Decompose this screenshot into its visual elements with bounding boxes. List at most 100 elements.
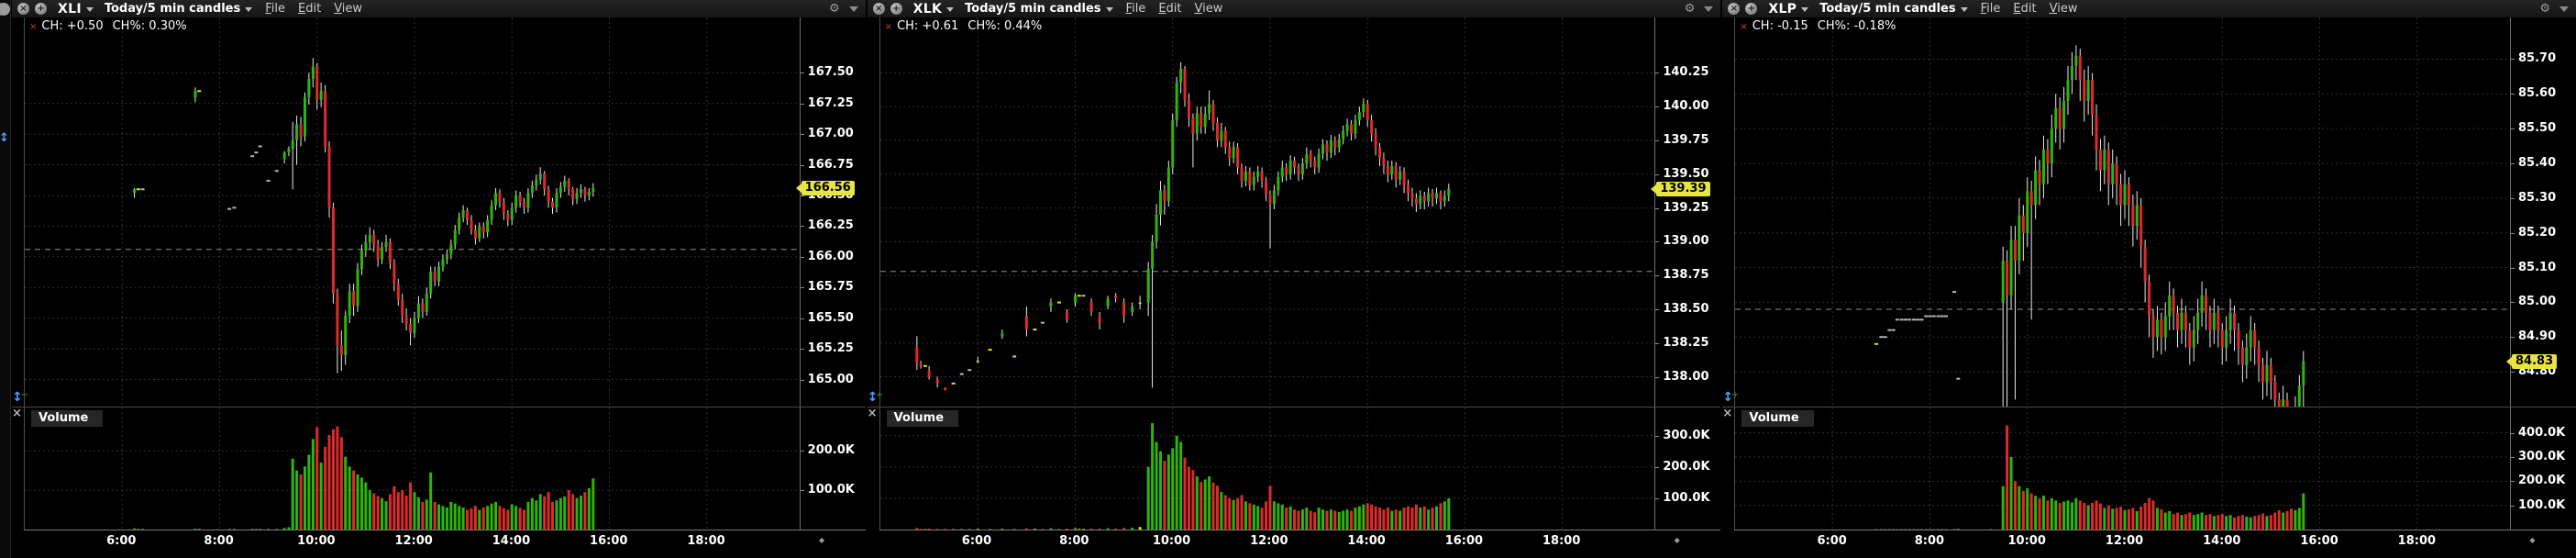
close-volume-icon[interactable]: × <box>12 407 22 420</box>
menu-bar: File Edit View <box>265 2 362 16</box>
price-pane: ↕+ × CH: +0.61 CH%: 0.44% 139.39 140.25 1… <box>868 17 1721 407</box>
volume-axis-tick: 400.0K <box>2511 426 2565 440</box>
candlestick-plot <box>879 17 1655 407</box>
symbol-dropdown[interactable]: XLK <box>912 1 955 17</box>
pan-diamond-icon[interactable]: ◆ <box>2529 536 2536 544</box>
time-axis[interactable]: ◆ 6:00 8:00 10:00 12:00 14:00 16:00 18:00 <box>12 530 866 553</box>
volume-plot <box>25 407 800 530</box>
symbol-label: XLI <box>58 1 82 17</box>
chevron-down-icon[interactable] <box>2559 6 2570 12</box>
close-icon: × <box>1730 4 1739 14</box>
volume-axis[interactable]: 400.0K 300.0K 200.0K 100.0K <box>2510 407 2576 530</box>
chevron-down-icon <box>946 6 955 12</box>
volume-axis-tick: 300.0K <box>2511 450 2565 463</box>
time-axis-tick: 16:00 <box>590 534 628 548</box>
timeframe-dropdown[interactable]: Today/5 min candles <box>105 2 253 16</box>
chart-header: × + XLK Today/5 min candles File Edit Vi… <box>867 0 1721 17</box>
price-axis-tick: 85.40 <box>2511 157 2556 170</box>
change-percent-value: CH%: 0.44% <box>967 19 1043 33</box>
pane-left-margin: × <box>12 407 24 530</box>
volume-pane: × Volume 200.0K 100.0K <box>12 407 866 530</box>
menu-view[interactable]: View <box>334 2 363 16</box>
header-right-controls: ⚙ <box>1685 0 1714 17</box>
volume-chart[interactable]: Volume <box>879 407 1655 530</box>
menu-view[interactable]: View <box>2049 2 2078 16</box>
price-axis-tick: 165.25 <box>800 342 854 355</box>
symbol-dropdown[interactable]: XLP <box>1768 2 1809 17</box>
menu-file[interactable]: File <box>265 2 285 16</box>
price-axis-tick: 85.00 <box>2511 296 2556 308</box>
price-axis-tick: 139.25 <box>1655 201 1709 215</box>
price-chart[interactable]: × CH: +0.61 CH%: 0.44% <box>879 17 1655 407</box>
menu-edit[interactable]: Edit <box>2013 2 2037 16</box>
price-axis-tick: 166.25 <box>800 219 854 232</box>
price-axis-tick: 167.50 <box>800 66 854 79</box>
chevron-down-icon[interactable] <box>1704 6 1714 12</box>
chevron-down-icon[interactable] <box>848 6 858 12</box>
price-pane: ↕+ × CH: -0.15 CH%: -0.18% 84.83 85.70 85… <box>1722 17 2576 407</box>
price-axis[interactable]: 139.39 140.25 140.00 139.75 139.50 139.25 139… <box>1651 17 1720 407</box>
volume-axis[interactable]: 300.0K 200.0K 100.0K <box>1654 407 1720 530</box>
timeframe-dropdown[interactable]: Today/5 min candles <box>965 2 1113 16</box>
volume-chart[interactable]: Volume <box>24 407 800 530</box>
remove-study-icon[interactable]: × <box>1740 22 1748 32</box>
close-chart-button[interactable]: × <box>1728 3 1741 15</box>
symbol-dropdown[interactable]: XLI <box>58 2 94 17</box>
chart-header: × + XLP Today/5 min candles File Edit Vi… <box>1722 0 2576 17</box>
time-axis-tick: 8:00 <box>1914 534 1945 548</box>
time-axis-tick: 6:00 <box>106 534 137 548</box>
menu-edit[interactable]: Edit <box>298 2 322 16</box>
gear-icon[interactable]: ⚙ <box>829 2 840 16</box>
add-icon: + <box>37 4 45 14</box>
timeframe-dropdown[interactable]: Today/5 min candles <box>1819 2 1968 16</box>
last-price-bubble: 84.83 <box>2506 353 2558 369</box>
menu-file[interactable]: File <box>1125 2 1146 16</box>
price-axis[interactable]: 84.83 85.70 85.60 85.50 85.40 85.30 85.20 85.1… <box>2506 17 2576 407</box>
add-chart-button[interactable]: + <box>1745 3 1758 15</box>
change-value: CH: +0.50 <box>41 19 104 33</box>
remove-study-icon[interactable]: × <box>29 22 38 32</box>
menu-edit[interactable]: Edit <box>1158 2 1182 16</box>
close-chart-button[interactable]: × <box>872 3 885 15</box>
price-chart[interactable]: × CH: +0.50 CH%: 0.30% <box>24 17 800 407</box>
volume-axis[interactable]: 200.0K 100.0K <box>799 407 866 530</box>
menu-view[interactable]: View <box>1194 2 1223 16</box>
close-volume-icon[interactable]: × <box>1722 407 1733 420</box>
close-volume-icon[interactable]: × <box>867 407 878 420</box>
price-chart[interactable]: × CH: -0.15 CH%: -0.18% <box>1734 17 2511 407</box>
volume-axis-tick: 100.0K <box>2511 498 2565 512</box>
add-chart-button[interactable]: + <box>890 3 902 15</box>
vertical-resize-handle-icon[interactable]: ↕ <box>0 131 9 145</box>
add-chart-button[interactable]: + <box>35 3 47 15</box>
close-chart-button[interactable]: × <box>17 3 29 15</box>
price-axis-tick: 165.75 <box>800 281 854 294</box>
change-readout: × CH: -0.15 CH%: -0.18% <box>1740 19 1896 33</box>
close-icon: × <box>874 4 883 14</box>
gear-icon[interactable]: ⚙ <box>2539 2 2551 16</box>
time-axis-tick: 18:00 <box>687 534 725 548</box>
time-axis-tick: 12:00 <box>1250 534 1288 548</box>
price-axis-tick: 138.00 <box>1655 370 1709 384</box>
time-axis[interactable]: ◆ 6:00 8:00 10:00 12:00 14:00 16:00 18:00 <box>1722 530 2576 553</box>
price-axis[interactable]: 166.56 167.50167.25167.00166.75166.50166… <box>795 17 866 407</box>
price-axis-tick: 166.75 <box>800 158 854 172</box>
volume-plot <box>879 407 1655 530</box>
symbol-label: XLK <box>912 1 943 17</box>
remove-study-icon[interactable]: × <box>884 22 893 32</box>
menu-file[interactable]: File <box>1980 2 2001 16</box>
pan-diamond-icon[interactable]: ◆ <box>819 536 825 544</box>
last-price-bubble: 139.39 <box>1651 181 1710 196</box>
volume-chart[interactable]: Volume <box>1734 407 2511 530</box>
gear-icon[interactable]: ⚙ <box>1684 2 1696 16</box>
time-axis-tick: 8:00 <box>1059 534 1089 548</box>
time-axis-tick: 16:00 <box>1444 534 1484 548</box>
pane-left-margin: ↕+ <box>1722 17 1738 407</box>
last-price-label: 166.56 <box>804 180 851 195</box>
time-axis[interactable]: ◆ 6:00 8:00 10:00 12:00 14:00 16:00 18:00 <box>868 530 1721 553</box>
price-axis-tick: 85.50 <box>2511 122 2556 135</box>
time-axis-tick: 14:00 <box>2203 534 2241 548</box>
price-pane: ↕+ × CH: +0.50 CH%: 0.30% 166.56 167.50 1… <box>12 17 866 407</box>
price-axis-tick: 139.50 <box>1655 167 1709 181</box>
pan-diamond-icon[interactable]: ◆ <box>1674 536 1680 544</box>
